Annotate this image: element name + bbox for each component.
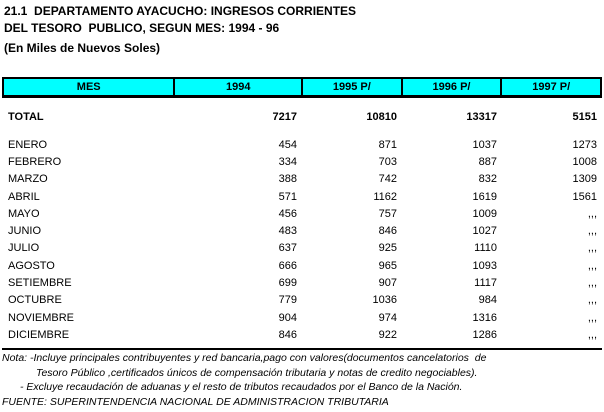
value-cell: 757 (378, 207, 397, 220)
source-line: FUENTE: SUPERINTENDENCIA NACIONAL DE ADM… (2, 396, 389, 408)
total-value: 10810 (366, 111, 397, 123)
value-cell: 483 (278, 225, 297, 238)
table-row: NOVIEMBRE 904 974 1316 ,,, (2, 309, 602, 326)
value-cell: ,,, (587, 311, 597, 324)
month-cell: AGOSTO (8, 259, 55, 272)
value-cell: 904 (278, 311, 297, 324)
table-row: FEBRERO 334 703 887 1008 (2, 153, 602, 170)
value-cell: 1316 (472, 311, 497, 324)
value-cell: 637 (278, 242, 297, 255)
table-row: ABRIL 571 1162 1619 1561 (2, 188, 602, 205)
month-cell: ABRIL (8, 190, 40, 203)
value-cell: 1009 (472, 207, 497, 220)
unit-label: (En Miles de Nuevos Soles) (4, 41, 161, 55)
month-cell: JUNIO (8, 225, 41, 238)
value-cell: 1008 (572, 155, 597, 168)
month-cell: MARZO (8, 173, 48, 186)
value-cell: 887 (478, 155, 497, 168)
data-table: MES 1994 1995 P/ 1996 P/ 1997 P/ TOTAL 7… (2, 77, 602, 344)
value-cell: 1117 (474, 277, 497, 290)
value-cell: 871 (378, 138, 397, 151)
value-cell: 388 (278, 173, 297, 186)
table-row: DICIEMBRE 846 922 1286 ,,, (2, 326, 602, 343)
note-line-1: Nota: -Incluye principales contribuyente… (2, 352, 487, 364)
month-cell: NOVIEMBRE (8, 311, 75, 324)
value-cell: 907 (378, 277, 397, 290)
value-cell: 1273 (572, 138, 597, 151)
page-title: 21.1 DEPARTAMENTO AYACUCHO: INGRESOS COR… (4, 4, 357, 18)
value-cell: 974 (378, 311, 397, 324)
value-cell: ,,, (587, 242, 597, 255)
value-cell: 1093 (472, 259, 497, 272)
column-header-1995: 1995 P/ (301, 79, 401, 95)
value-cell: 1309 (572, 173, 597, 186)
month-cell: FEBRERO (8, 155, 62, 168)
page-title-line2: DEL TESORO PUBLICO, SEGUN MES: 1994 - 96 (4, 21, 280, 35)
table-row: MAYO 456 757 1009 ,,, (2, 205, 602, 222)
note-line-3: - Excluye recaudación de aduanas y el re… (20, 381, 463, 393)
table-row: JULIO 637 925 1110 ,,, (2, 240, 602, 257)
table-row: SETIEMBRE 699 907 1117 ,,, (2, 274, 602, 291)
month-cell: OCTUBRE (8, 294, 62, 307)
value-cell: 925 (378, 242, 397, 255)
total-value: 7217 (272, 111, 297, 123)
value-cell: 1027 (472, 225, 497, 238)
value-cell: 703 (378, 155, 397, 168)
month-cell: ENERO (8, 138, 48, 151)
month-cell: SETIEMBRE (8, 277, 72, 290)
value-cell: 965 (378, 259, 397, 272)
column-header-1996: 1996 P/ (400, 79, 501, 95)
note-line-2: Tesoro Público ,certificados únicos de c… (36, 367, 478, 379)
value-cell: 742 (378, 173, 397, 186)
value-cell: 832 (478, 173, 497, 186)
column-header-1997: 1997 P/ (500, 79, 600, 95)
value-cell: 984 (478, 294, 497, 307)
value-cell: 846 (278, 328, 297, 341)
value-cell: 334 (278, 155, 297, 168)
value-cell: 456 (278, 207, 297, 220)
value-cell: 1037 (472, 138, 497, 151)
value-cell: 1036 (372, 294, 397, 307)
table-row: OCTUBRE 779 1036 984 ,,, (2, 292, 602, 309)
month-cell: DICIEMBRE (8, 328, 70, 341)
column-header-1994: 1994 (173, 79, 301, 95)
value-cell: 1561 (572, 190, 597, 203)
total-value: 5151 (572, 111, 597, 123)
total-label: TOTAL (8, 111, 44, 123)
value-cell: 779 (278, 294, 297, 307)
value-cell: ,,, (587, 328, 597, 341)
value-cell: 1286 (472, 328, 497, 341)
table-row: ENERO 454 871 1037 1273 (2, 136, 602, 153)
value-cell: 571 (278, 190, 297, 203)
value-cell: 922 (378, 328, 397, 341)
value-cell: 666 (278, 259, 297, 272)
table-row: AGOSTO 666 965 1093 ,,, (2, 257, 602, 274)
table-row: JUNIO 483 846 1027 ,,, (2, 222, 602, 239)
value-cell: 454 (278, 138, 297, 151)
value-cell: 1619 (472, 190, 497, 203)
value-cell: 1110 (474, 242, 497, 255)
table-bottom-rule (2, 348, 602, 350)
value-cell: ,,, (587, 259, 597, 272)
value-cell: ,,, (587, 207, 597, 220)
value-cell: 699 (278, 277, 297, 290)
value-cell: ,,, (587, 225, 597, 238)
month-cell: MAYO (8, 207, 40, 220)
total-value: 13317 (466, 111, 497, 123)
value-cell: 1162 (373, 190, 397, 203)
month-rows: ENERO 454 871 1037 1273 FEBRERO 334 703 … (2, 136, 602, 344)
column-header-mes: MES (76, 81, 101, 93)
month-cell: JULIO (8, 242, 40, 255)
value-cell: 846 (378, 225, 397, 238)
table-row: MARZO 388 742 832 1309 (2, 171, 602, 188)
value-cell: ,,, (587, 277, 597, 290)
table-header-row: MES 1994 1995 P/ 1996 P/ 1997 P/ (2, 77, 602, 98)
value-cell: ,,, (587, 294, 597, 307)
total-row: TOTAL 7217 10810 13317 5151 (2, 108, 602, 126)
